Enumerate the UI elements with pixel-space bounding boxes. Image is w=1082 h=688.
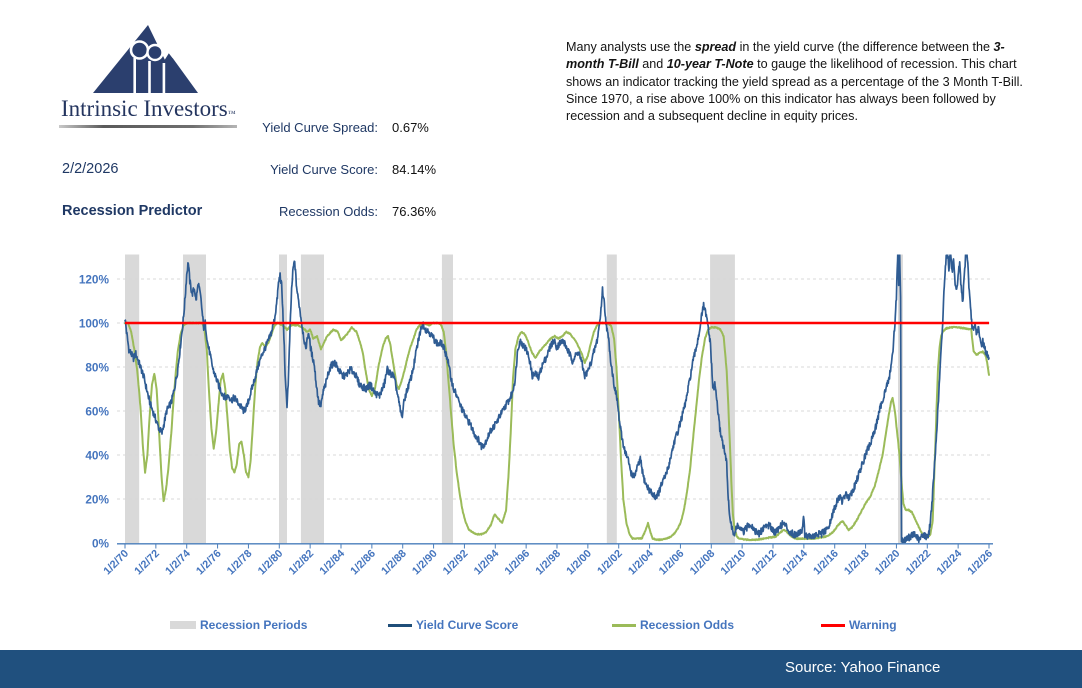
x-tick-label: 1/2/02 (595, 548, 625, 578)
description-emphasis: 3-month T-Bill (566, 40, 1005, 72)
x-tick-label: 1/2/22 (904, 548, 934, 578)
x-tick-label: 1/2/86 (348, 548, 378, 578)
stat-value-yield-curve-spread: 0.67% (392, 120, 429, 135)
description-emphasis: spread (694, 40, 737, 54)
source-note: Source: Yahoo Finance (785, 659, 941, 676)
description-emphasis: 10-year T-Note (666, 57, 754, 72)
x-tick-label: 1/2/92 (441, 548, 471, 578)
x-tick-label: 1/2/98 (533, 548, 563, 578)
recession-band (183, 254, 206, 544)
y-tick-label: 0% (92, 537, 110, 551)
description-text: Many analysts use the (566, 40, 695, 54)
x-tick-label: 1/2/26 (965, 548, 995, 578)
stat-value-yield-curve-score: 84.14% (392, 162, 437, 177)
y-tick-label: 120% (79, 273, 110, 287)
x-tick-label: 1/2/88 (379, 548, 409, 578)
x-tick-label: 1/2/84 (317, 548, 347, 578)
report-date: 2/2/2026 (62, 161, 119, 177)
legend-label: Yield Curve Score (416, 618, 519, 632)
chart-description: Many analysts use the spread in the yiel… (566, 39, 1040, 125)
x-tick-label: 1/2/18 (842, 548, 872, 578)
x-tick-label: 1/2/96 (503, 548, 533, 578)
legend-label: Warning (849, 618, 897, 632)
y-tick-label: 40% (85, 449, 109, 463)
stat-label-yield-curve-spread: Yield Curve Spread: (262, 120, 378, 135)
y-tick-label: 100% (79, 317, 110, 331)
y-tick-label: 20% (85, 493, 109, 507)
company-logo-icon (93, 25, 198, 93)
x-tick-label: 1/2/70 (101, 548, 131, 578)
description-text: to gauge the likelihood of recession. Th… (566, 57, 1023, 124)
recession-odds-line (124, 321, 990, 542)
x-tick-label: 1/2/90 (410, 548, 440, 578)
legend-label: Recession Odds (640, 618, 735, 632)
logo-underline (59, 125, 237, 128)
legend-item-warning: Warning (821, 617, 897, 633)
x-tick-label: 1/2/72 (132, 548, 162, 578)
x-tick-label: 1/2/78 (225, 548, 255, 578)
x-tick-label: 1/2/04 (626, 548, 656, 578)
y-tick-label: 80% (85, 361, 109, 375)
description-text: in the yield curve (the difference betwe… (736, 40, 994, 54)
x-tick-label: 1/2/74 (163, 548, 193, 578)
legend-item-recession-odds: Recession Odds (612, 617, 734, 633)
yield-curve-score-line-icon (388, 623, 412, 627)
legend-label: Recession Periods (200, 618, 308, 632)
recession-band (441, 254, 453, 544)
x-tick-label: 1/2/08 (688, 548, 718, 578)
x-tick-label: 1/2/82 (287, 548, 317, 578)
legend-item-recession-periods: Recession Periods (170, 617, 307, 633)
x-tick-label: 1/2/24 (935, 548, 965, 578)
recession-periods-swatch-icon (170, 621, 196, 629)
yield-curve-score-line (124, 254, 990, 544)
x-tick-label: 1/2/12 (749, 548, 779, 578)
recession-band (279, 254, 287, 544)
x-tick-label: 1/2/06 (657, 548, 687, 578)
footer-bar: Source: Yahoo Finance (0, 650, 1082, 688)
recession-band (125, 254, 140, 544)
stat-label-recession-odds: Recession Odds: (279, 204, 378, 219)
y-tick-label: 60% (85, 405, 109, 419)
company-name: Intrinsic Investors™ (61, 96, 236, 121)
description-text: and (638, 57, 667, 72)
series-group (124, 254, 990, 544)
x-tick-label: 1/2/16 (811, 548, 841, 578)
stat-label-yield-curve-score: Yield Curve Score: (270, 162, 378, 177)
x-tick-label: 1/2/10 (719, 548, 749, 578)
x-tick-label: 1/2/00 (564, 548, 594, 578)
warning-line-icon (821, 623, 845, 627)
x-tick-label: 1/2/80 (256, 548, 286, 578)
recession-band (710, 254, 735, 544)
trademark-mark: ™ (227, 109, 236, 118)
stat-value-recession-odds: 76.36% (392, 204, 437, 219)
legend-item-yield-curve-score: Yield Curve Score (388, 617, 518, 633)
x-tick-label: 1/2/14 (780, 548, 810, 578)
x-tick-label: 1/2/94 (472, 548, 502, 578)
recession-odds-line-icon (612, 623, 636, 627)
page-title: Recession Predictor (62, 203, 203, 219)
recession-band (300, 254, 324, 544)
x-tick-label: 1/2/20 (873, 548, 903, 578)
recession-band (606, 254, 617, 544)
x-tick-label: 1/2/76 (194, 548, 224, 578)
